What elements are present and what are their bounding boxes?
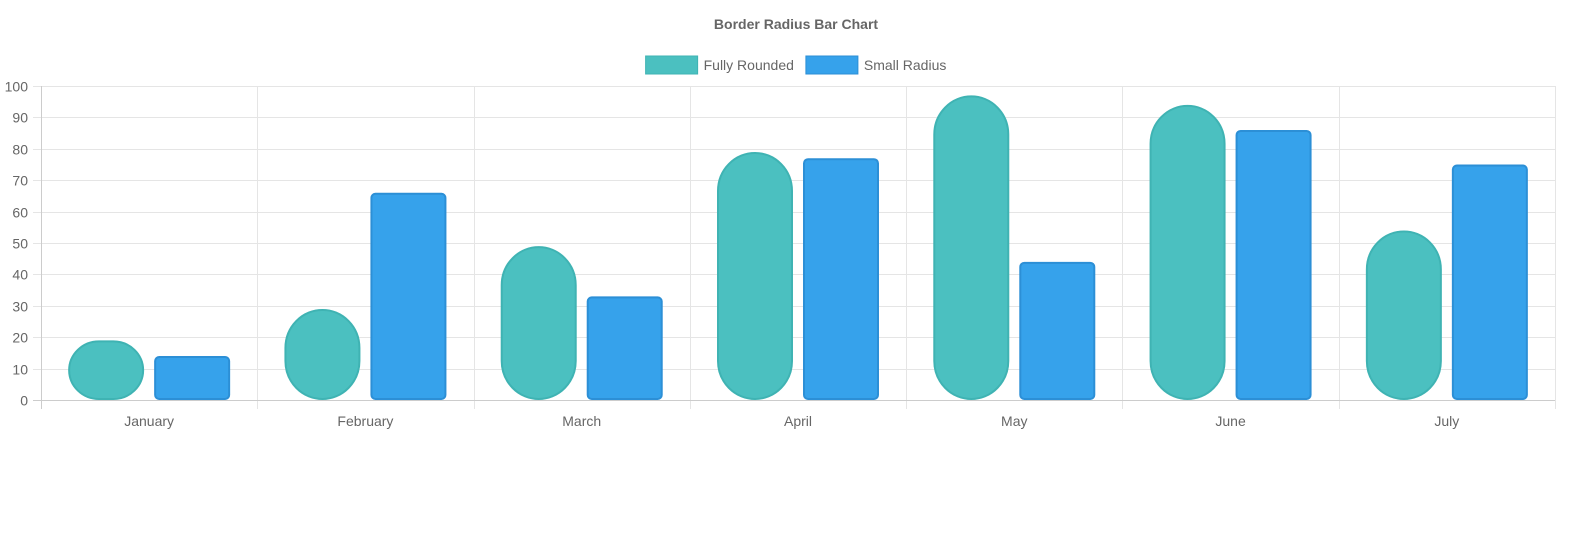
y-tick-label: 50 [12,236,28,252]
bar-fully-rounded[interactable] [284,308,361,400]
legend-item[interactable]: Fully Rounded [645,55,794,75]
y-tick-label: 70 [12,173,28,189]
bar-fully-rounded[interactable] [68,340,145,400]
bar-fully-rounded[interactable] [1365,230,1442,400]
bar-small-radius[interactable] [586,296,663,401]
bar-small-radius[interactable] [154,356,231,401]
legend-label: Small Radius [864,57,946,73]
x-tick-label: July [1434,413,1459,429]
grid [33,86,1556,409]
bar-small-radius[interactable] [803,158,879,400]
legend-item[interactable]: Small Radius [805,55,946,75]
y-tick-label: 60 [12,205,28,221]
x-tick-label: April [784,413,812,429]
bar-fully-rounded[interactable] [1149,104,1226,400]
bar-small-radius[interactable] [1451,164,1528,400]
legend-swatch [805,55,859,75]
y-tick-label: 80 [12,142,28,158]
axes: 0 10 20 30 40 50 60 70 80 90 100 January February Mar… [5,79,1555,429]
y-tick-label: 20 [12,330,28,346]
bar-fully-rounded[interactable] [500,246,577,400]
x-tick-label: June [1215,413,1246,429]
bar-fully-rounded[interactable] [717,151,793,400]
y-tick-label: 30 [12,299,28,315]
y-tick-label: 90 [12,110,28,126]
x-tick-label: January [124,413,174,429]
bar-fully-rounded[interactable] [933,95,1010,400]
bar-small-radius[interactable] [1019,261,1096,400]
legend-label: Fully Rounded [704,57,794,73]
x-tick-label: May [1001,413,1027,429]
y-tick-label: 0 [20,393,28,409]
bar-small-radius[interactable] [1235,129,1312,401]
x-tick-label: February [337,413,393,429]
y-tick-label: 40 [12,267,28,283]
legend-swatch [645,55,699,75]
x-tick-label: March [562,413,601,429]
y-tick-label: 10 [12,362,28,378]
legend: Fully Rounded Small Radius [645,55,946,75]
chart-title: Border Radius Bar Chart [714,16,878,32]
bar-small-radius[interactable] [370,192,447,400]
y-tick-label: 100 [5,79,29,95]
bars [68,95,1528,401]
